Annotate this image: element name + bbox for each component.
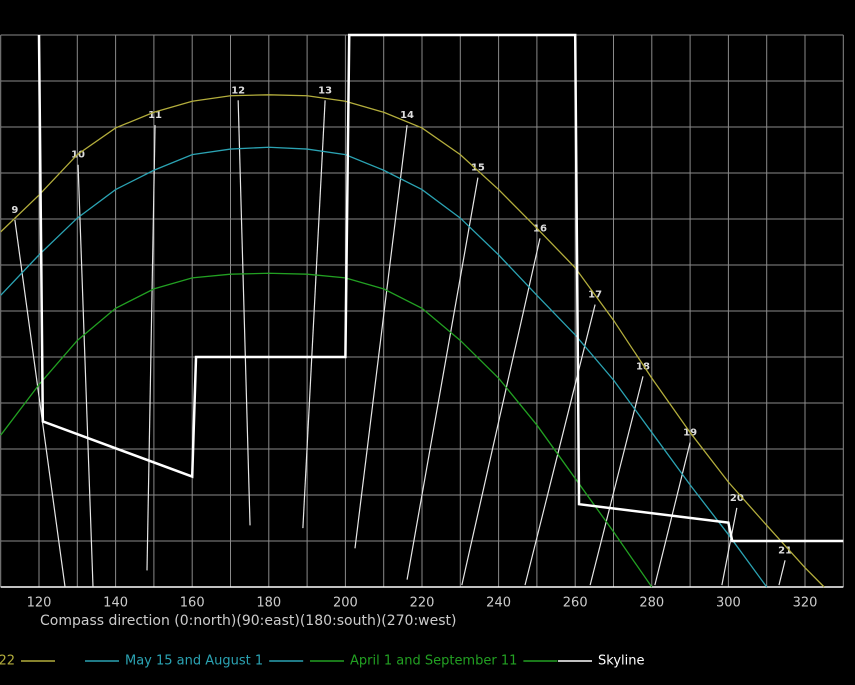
series-line bbox=[37, 33, 844, 543]
x-tick-label: 300 bbox=[716, 596, 741, 611]
hour-label: 16 bbox=[533, 223, 547, 234]
hour-label: 15 bbox=[471, 163, 485, 174]
series-line bbox=[0, 272, 653, 588]
hour-label: 10 bbox=[71, 150, 85, 161]
x-tick-label: 220 bbox=[410, 596, 435, 611]
hour-line bbox=[778, 560, 786, 586]
hour-label: 21 bbox=[778, 545, 792, 556]
hour-line bbox=[524, 304, 596, 586]
x-tick-label: 140 bbox=[103, 596, 128, 611]
x-tick-label: 180 bbox=[256, 596, 281, 611]
hour-line bbox=[77, 164, 94, 588]
hour-label: 20 bbox=[730, 493, 744, 504]
hour-line bbox=[14, 219, 66, 588]
hour-label: 11 bbox=[148, 110, 162, 121]
hour-line bbox=[721, 507, 738, 586]
legend-label: May 15 and August 1 bbox=[125, 654, 263, 669]
hour-label: 18 bbox=[636, 361, 650, 372]
x-tick-label: 320 bbox=[793, 596, 818, 611]
hour-label: 13 bbox=[318, 85, 332, 96]
hour-line bbox=[302, 100, 326, 529]
series-line bbox=[0, 146, 768, 588]
legend-label: April 1 and September 11 bbox=[350, 654, 517, 669]
hour-line bbox=[237, 100, 251, 526]
legend-label: June 22 bbox=[0, 654, 15, 669]
hour-label: 9 bbox=[11, 205, 18, 216]
hour-label: 12 bbox=[231, 85, 245, 96]
x-tick-label: 260 bbox=[563, 596, 588, 611]
x-tick-label: 120 bbox=[27, 596, 52, 611]
x-tick-label: 280 bbox=[639, 596, 664, 611]
hour-line bbox=[354, 125, 408, 549]
hour-line bbox=[406, 177, 479, 580]
hour-line bbox=[589, 376, 644, 586]
x-tick-label: 200 bbox=[333, 596, 358, 611]
series-line bbox=[0, 94, 825, 588]
hour-line bbox=[461, 238, 541, 586]
x-axis-label: Compass direction (0:north)(90:east)(180… bbox=[40, 613, 457, 629]
legend-label: Skyline bbox=[598, 654, 644, 669]
hour-line bbox=[146, 125, 156, 571]
x-tick-label: 160 bbox=[180, 596, 205, 611]
hour-line bbox=[654, 442, 691, 586]
hour-label: 14 bbox=[400, 110, 414, 121]
x-tick-label: 240 bbox=[486, 596, 511, 611]
